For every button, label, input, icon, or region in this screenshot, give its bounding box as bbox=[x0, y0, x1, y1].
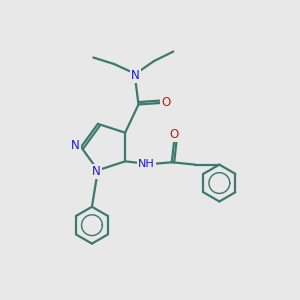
Text: O: O bbox=[169, 128, 179, 141]
Text: N: N bbox=[131, 69, 140, 82]
Text: N: N bbox=[71, 139, 80, 152]
Text: O: O bbox=[161, 97, 170, 110]
Text: NH: NH bbox=[138, 159, 155, 169]
Text: N: N bbox=[92, 165, 101, 178]
